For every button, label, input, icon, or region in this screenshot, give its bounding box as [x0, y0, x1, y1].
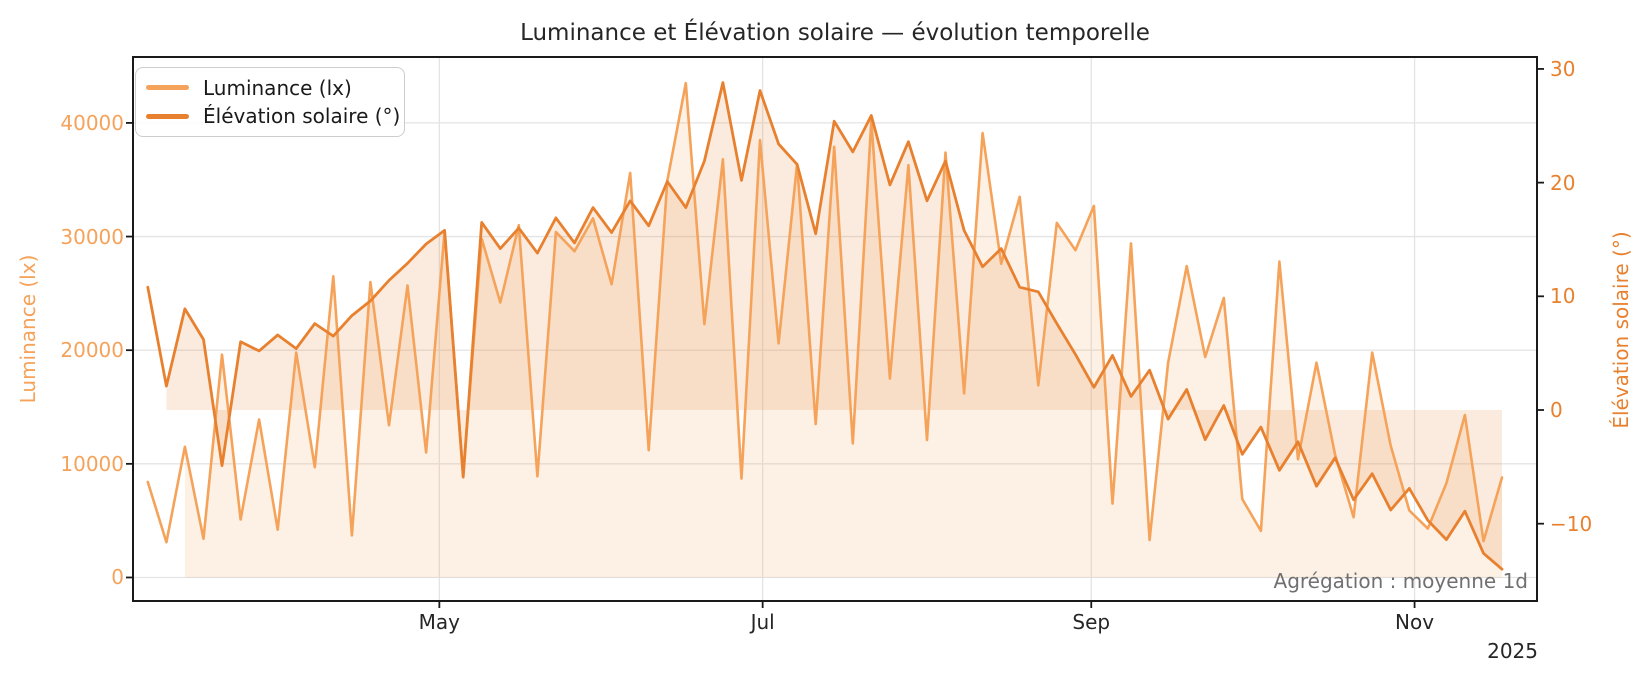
legend-label-elevation: Élévation solaire (°) [203, 104, 401, 129]
y-left-tick-label: 40000 [60, 110, 124, 135]
x-tick-label: Jul [750, 610, 775, 634]
y-left-tick-label: 10000 [60, 451, 124, 476]
x-tick-label: Nov [1395, 610, 1435, 634]
legend-item-elevation: Élévation solaire (°) [136, 104, 404, 128]
aggregation-annotation: Agrégation : moyenne 1d [1273, 569, 1528, 593]
elevation-line-swatch [146, 113, 189, 119]
legend-label-luminance: Luminance (lx) [203, 75, 352, 100]
x-axis-year-label: 2025 [1487, 639, 1538, 663]
y-right-tick-label: −10 [1550, 511, 1593, 536]
legend: Luminance (lx) Élévation solaire (°) [135, 67, 405, 137]
left-axis-label: Luminance (lx) [16, 254, 40, 404]
y-left-tick-label: 20000 [60, 338, 124, 363]
right-axis-label: Élévation solaire (°) [1609, 231, 1633, 429]
y-right-tick-label: 30 [1550, 56, 1576, 81]
page-title: Luminance et Élévation solaire — évoluti… [520, 20, 1150, 46]
y-right-tick-label: 20 [1550, 170, 1576, 195]
y-right-tick-label: 10 [1550, 284, 1576, 309]
y-left-tick-label: 0 [111, 565, 124, 590]
y-right-tick-label: 0 [1550, 398, 1563, 422]
legend-item-luminance: Luminance (lx) [136, 76, 404, 100]
x-tick-label: May [418, 610, 461, 634]
y-left-tick-label: 30000 [60, 224, 124, 249]
x-tick-label: Sep [1072, 610, 1111, 634]
luminance-line-swatch [146, 85, 189, 91]
